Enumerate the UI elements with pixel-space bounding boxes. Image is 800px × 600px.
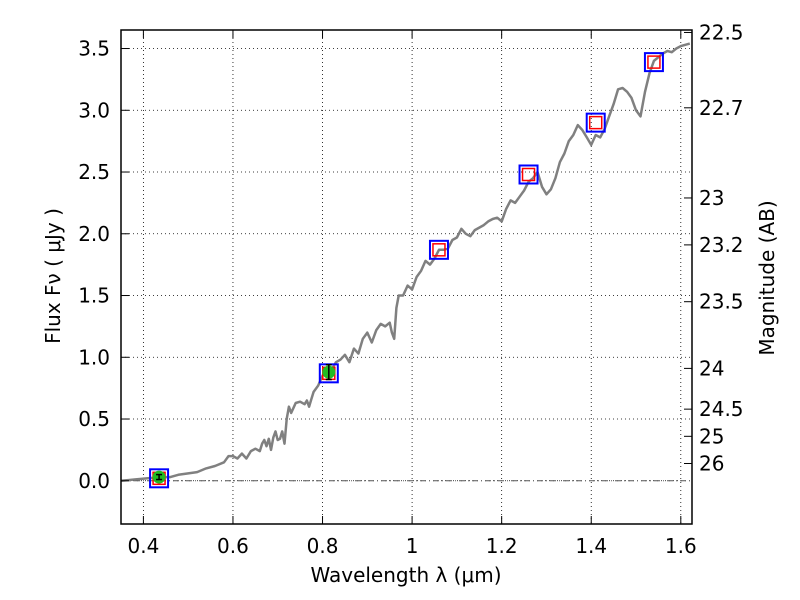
y-tick-label: 3.5 <box>78 37 110 61</box>
x-tick-label: 0.8 <box>307 534 339 558</box>
model-box-inner <box>588 115 603 130</box>
model-box-outer <box>643 52 664 73</box>
x-tick-label: 1.4 <box>575 534 607 558</box>
model-box-outer <box>428 239 449 260</box>
model-box-inner <box>521 167 536 182</box>
y-tick-label: 2.5 <box>78 160 110 184</box>
observed-points <box>152 363 336 484</box>
x-tick-label: 0.6 <box>217 534 249 558</box>
model-box-inner <box>647 55 661 69</box>
x-tick-label: 1.6 <box>665 534 697 558</box>
model-spectrum <box>120 42 691 483</box>
magnitude-tick-label: 22.5 <box>699 20 744 44</box>
model-box-outer <box>149 468 170 489</box>
model-box-outer <box>585 112 606 133</box>
x-tick-label: 0.4 <box>127 534 159 558</box>
model-box-outer <box>518 164 539 185</box>
y-tick-label: 0.0 <box>78 469 110 493</box>
y-tick-label: 1.0 <box>78 345 110 369</box>
model-box-inner <box>432 243 446 257</box>
magnitude-tick-label: 23 <box>699 186 724 210</box>
y-tick-label: 0.5 <box>78 407 110 431</box>
y-tick-label: 2.0 <box>78 222 110 246</box>
y-axis-label: Flux Fν ( μJy ) <box>41 208 65 344</box>
spectrum-line <box>120 42 691 483</box>
magnitude-tick-label: 22.7 <box>699 96 744 120</box>
grid-lines <box>121 30 692 524</box>
x-tick-label: 1 <box>406 534 419 558</box>
magnitude-tick-label: 23.5 <box>699 290 744 314</box>
magnitude-tick-label: 26 <box>699 451 724 475</box>
magnitude-tick-label: 23.2 <box>699 233 744 257</box>
magnitude-tick-label: 24 <box>699 356 724 380</box>
plot-frame <box>120 29 693 525</box>
axis-ticks <box>121 30 692 524</box>
x-axis-label: Wavelength λ (μm) <box>310 563 501 587</box>
model-band-boxes <box>149 52 664 489</box>
magnitude-tick-label: 25 <box>699 424 724 448</box>
right-axis-label: Magnitude (AB) <box>755 200 779 355</box>
x-tick-label: 1.2 <box>486 534 518 558</box>
magnitude-tick-label: 24.5 <box>699 397 744 421</box>
y-tick-label: 1.5 <box>78 284 110 308</box>
tick-labels: 0.4 0.6 0.8 1 1.2 1.4 1.6 0.0 0.5 1.0 1.5 2.0 2.5 3.0… <box>78 20 743 558</box>
y-tick-label: 3.0 <box>78 98 110 122</box>
